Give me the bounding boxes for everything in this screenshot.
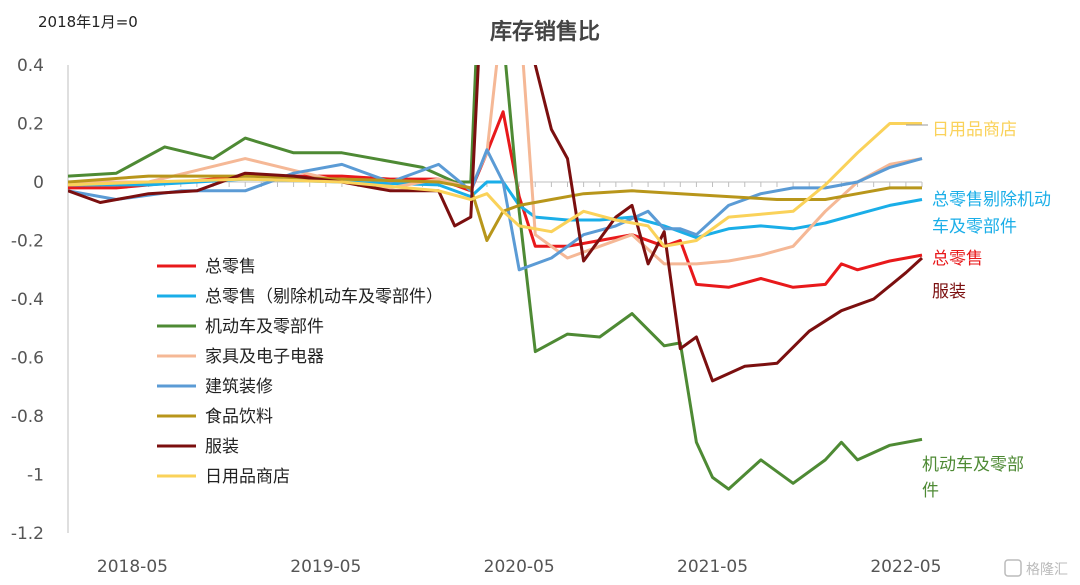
y-tick-label: -1.2: [11, 524, 44, 544]
series-line-4: [68, 148, 923, 272]
y-tick-label: 0.4: [17, 56, 44, 76]
y-tick-label: -1: [27, 466, 44, 486]
end-label: 机动车及零部: [922, 455, 1024, 475]
end-label: 日用品商店: [932, 120, 1017, 140]
y-tick-label: -0.4: [11, 290, 44, 310]
legend-label: 食品饮料: [205, 407, 273, 427]
y-axis: 0.4 0.2 0 -0.2 -0.4 -0.6 -0.8 -1 -1.2: [11, 56, 69, 544]
y-tick-label: -0.8: [11, 407, 44, 427]
x-tick-label: 2021-05: [677, 557, 748, 577]
legend-label: 总零售（剔除机动车及零部件）: [205, 287, 443, 307]
legend-label: 总零售: [205, 257, 256, 277]
legend-label: 日用品商店: [205, 467, 290, 487]
legend-label: 服装: [205, 437, 239, 457]
end-label: 总零售剔除机动: [932, 190, 1051, 210]
x-tick-label: 2022-05: [870, 557, 941, 577]
series-lines: [68, 65, 924, 491]
watermark: 格隆汇: [1004, 559, 1068, 578]
watermark-logo-icon: [1004, 559, 1022, 577]
end-label: 件: [922, 481, 939, 501]
x-axis: 2018-05 2019-05 2020-05 2021-05 2022-05: [67, 181, 941, 577]
x-tick-label: 2019-05: [290, 557, 361, 577]
chart-note: 2018年1月=0: [38, 13, 138, 31]
end-label: 车及零部件: [932, 217, 1017, 237]
x-tick-label: 2018-05: [97, 557, 168, 577]
end-label: 总零售: [932, 249, 983, 269]
legend-label: 机动车及零部件: [205, 317, 324, 337]
end-label: 服装: [932, 282, 966, 302]
series-line-3: [68, 65, 923, 266]
series-line-5: [68, 174, 922, 242]
y-tick-label: 0: [33, 173, 44, 193]
y-tick-label: -0.2: [11, 232, 44, 252]
series-line-7: [68, 122, 922, 248]
series-line-6: [68, 65, 924, 383]
x-tick-label: 2020-05: [484, 557, 555, 577]
legend-label: 建筑装修: [205, 377, 273, 397]
chart-title: 库存销售比: [490, 19, 600, 45]
series-line-2: [68, 65, 923, 491]
y-tick-label: 0.2: [17, 115, 44, 135]
legend-label: 家具及电子电器: [205, 347, 324, 367]
watermark-text: 格隆汇: [1026, 562, 1068, 578]
y-tick-label: -0.6: [11, 349, 44, 369]
